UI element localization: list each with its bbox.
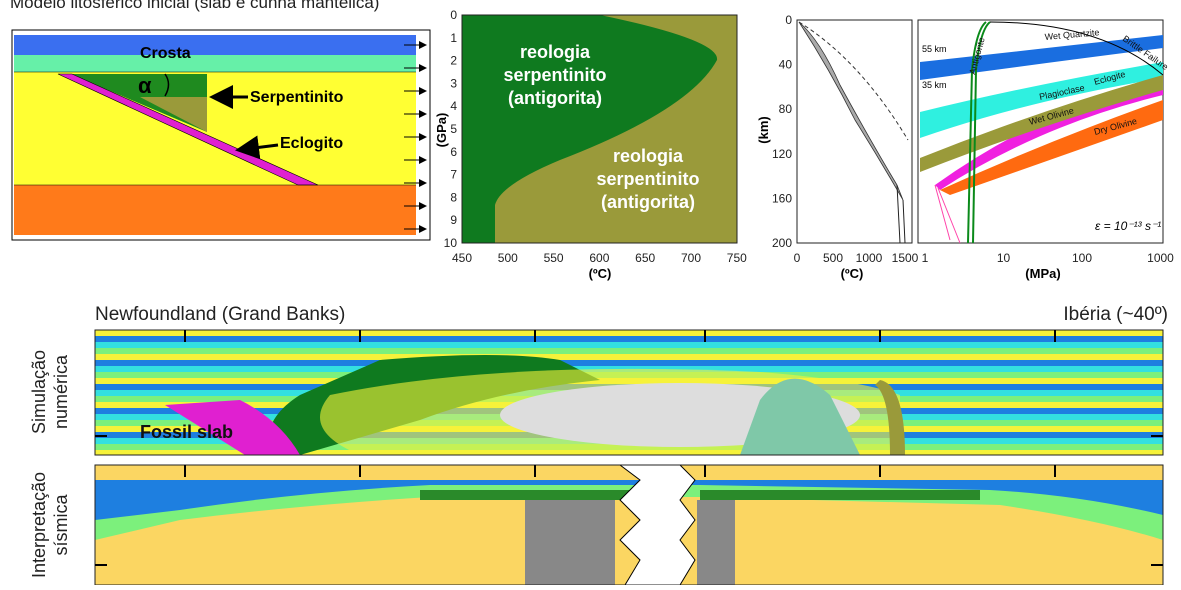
x-tick-label: 1500	[892, 251, 919, 265]
layer	[14, 55, 416, 72]
seismic-section	[95, 465, 1163, 585]
x-tick-label: 500	[498, 251, 518, 265]
y-tick-label: 120	[772, 147, 792, 161]
slab-label: Fossil slab	[140, 422, 233, 442]
block	[697, 500, 735, 585]
x-tick-label: 1	[922, 251, 929, 265]
numerical-section: Fossil slab	[95, 330, 1163, 455]
figure: Modelo litosférico inicial (slab e cunha…	[0, 0, 1181, 585]
x-tick-label: 750	[727, 251, 747, 265]
y-tick-label: 1	[450, 31, 457, 45]
y-tick-label: 40	[779, 58, 793, 72]
label: α	[138, 73, 152, 98]
layer	[14, 185, 416, 235]
x-tick-label: 10	[997, 251, 1011, 265]
depth-label: 35 km	[922, 80, 947, 90]
layer	[420, 490, 980, 500]
y-tick-label: 200	[772, 236, 792, 250]
y-tick-label: 6	[450, 145, 457, 159]
row-label: Interpretação	[29, 472, 49, 578]
x-tick-label: 100	[1072, 251, 1092, 265]
y-tick-label: 0	[785, 13, 792, 27]
row-label: numérica	[51, 354, 71, 429]
row-label: Simulação	[29, 350, 49, 434]
y-label: (GPa)	[434, 113, 449, 148]
region-line: serpentinito	[596, 169, 699, 189]
region-line: reologia	[520, 42, 591, 62]
row-label: sísmica	[51, 494, 71, 556]
y-tick-label: 2	[450, 54, 457, 68]
section-right: Ibéria (~40º)	[1063, 304, 1168, 325]
section-left: Newfoundland (Grand Banks)	[95, 304, 345, 325]
x-tick-label: 600	[589, 251, 609, 265]
x-tick-label: 1000	[856, 251, 883, 265]
axes	[797, 20, 912, 243]
x-tick-label: 550	[544, 251, 564, 265]
geotherm-line	[897, 185, 905, 243]
region-line: serpentinito	[503, 65, 606, 85]
x-label: (MPa)	[1025, 266, 1060, 281]
y-tick-label: 8	[450, 190, 457, 204]
x-tick-label: 0	[794, 251, 801, 265]
y-tick-label: 10	[444, 236, 458, 250]
y-tick-label: 9	[450, 213, 457, 227]
curve-label: Wet Quartzite	[1044, 27, 1100, 42]
x-tick-label: 1000	[1147, 251, 1174, 265]
geotherm-band	[799, 22, 903, 200]
model-panel: Crosta α Serpentinito Eclogito	[12, 30, 430, 240]
x-tick-label: 450	[452, 251, 472, 265]
y-label: (km)	[756, 116, 771, 143]
x-tick-label: 500	[823, 251, 843, 265]
x-label: (ºC)	[841, 266, 864, 281]
label: Crosta	[140, 45, 191, 62]
region-line: (antigorita)	[601, 192, 695, 212]
strain-rate: ε = 10⁻¹³ s⁻¹	[1095, 219, 1161, 233]
label: Eclogito	[280, 135, 343, 152]
layer	[14, 35, 416, 55]
depth-label: 55 km	[922, 44, 947, 54]
y-tick-label: 7	[450, 168, 457, 182]
label: Serpentinito	[250, 89, 344, 106]
layer	[14, 72, 416, 185]
y-tick-label: 3	[450, 76, 457, 90]
y-tick-label: 80	[779, 102, 793, 116]
y-tick-label: 5	[450, 122, 457, 136]
region-line: (antigorita)	[508, 88, 602, 108]
region-line: reologia	[613, 146, 684, 166]
y-tick-label: 0	[450, 8, 457, 22]
x-tick-label: 650	[635, 251, 655, 265]
x-tick-label: 700	[681, 251, 701, 265]
rheology-panel: reologia serpentinito (antigorita) reologi…	[434, 15, 737, 281]
y-tick-label: 160	[772, 191, 792, 205]
y-tick-label: 4	[450, 99, 457, 113]
figure-title: Modelo litosférico inicial (slab e cunha…	[10, 0, 379, 12]
block	[525, 500, 615, 585]
x-label: (ºC)	[589, 266, 612, 281]
